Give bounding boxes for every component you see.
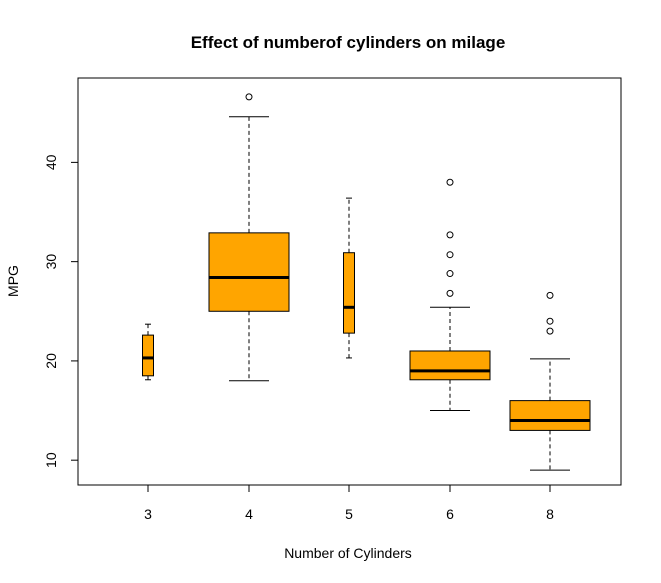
outlier-point — [245, 93, 253, 101]
outlier-point — [546, 291, 554, 299]
x-axis-label: Number of Cylinders — [284, 545, 412, 561]
iqr-box — [409, 350, 491, 381]
outlier-point — [446, 231, 454, 239]
x-tick-label: 5 — [345, 506, 353, 522]
box-8 — [509, 291, 591, 471]
y-axis-label: MPG — [5, 265, 21, 297]
x-tick-label: 3 — [144, 506, 152, 522]
y-tick-label: 40 — [43, 154, 59, 170]
box-4 — [208, 93, 290, 382]
box-3 — [142, 323, 154, 381]
box-6 — [409, 178, 491, 412]
x-axis: 3 4 5 6 8 — [144, 484, 554, 522]
outlier-point — [546, 327, 554, 335]
iqr-box — [509, 400, 591, 431]
x-tick-label: 6 — [446, 506, 454, 522]
outlier-point — [446, 178, 454, 186]
y-axis: 10 20 30 40 — [43, 154, 79, 468]
chart-title: Effect of numberof cylinders on milage — [191, 33, 506, 52]
outlier-point — [546, 317, 554, 325]
iqr-box — [208, 232, 290, 312]
iqr-box — [343, 252, 355, 334]
outlier-point — [446, 289, 454, 297]
outlier-point — [446, 251, 454, 259]
box-5 — [343, 197, 355, 359]
x-tick-label: 4 — [245, 506, 253, 522]
iqr-box — [142, 334, 154, 377]
y-tick-label: 30 — [43, 254, 59, 270]
x-tick-label: 8 — [546, 506, 554, 522]
y-tick-label: 10 — [43, 452, 59, 468]
boxplot-group — [142, 93, 591, 471]
outlier-point — [446, 270, 454, 278]
y-tick-label: 20 — [43, 353, 59, 369]
